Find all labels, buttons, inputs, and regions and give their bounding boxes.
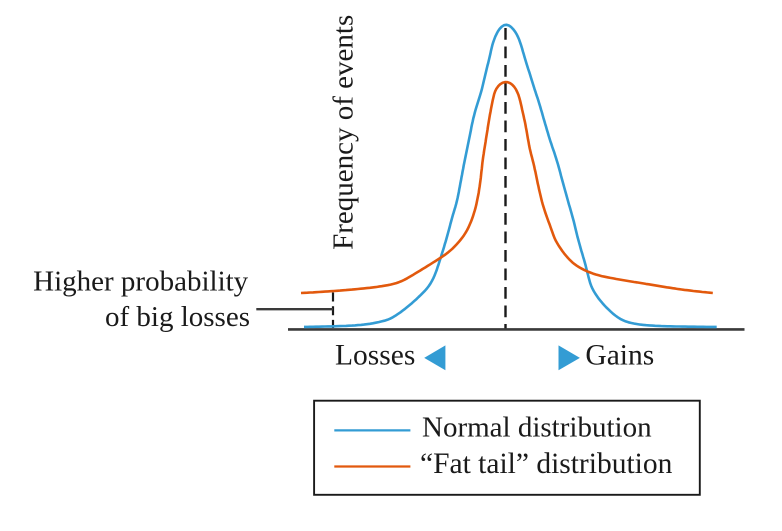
svg-text:Higher probability: Higher probability xyxy=(33,265,249,297)
svg-text:Normal distribution: Normal distribution xyxy=(422,411,652,443)
svg-text:“Fat tail” distribution: “Fat tail” distribution xyxy=(420,448,673,480)
svg-text:of big losses: of big losses xyxy=(105,301,250,333)
svg-text:Losses: Losses xyxy=(335,340,415,372)
svg-text:Frequency of events: Frequency of events xyxy=(328,15,360,250)
svg-text:Gains: Gains xyxy=(585,340,654,372)
